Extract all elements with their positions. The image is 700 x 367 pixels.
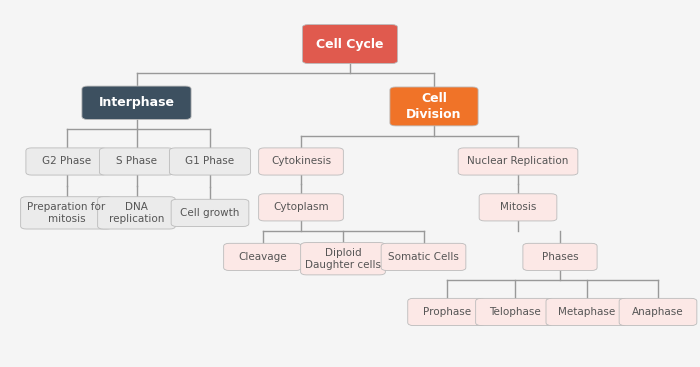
Text: Phases: Phases xyxy=(542,252,578,262)
FancyBboxPatch shape xyxy=(171,199,249,226)
Text: Metaphase: Metaphase xyxy=(558,307,615,317)
Text: Cytokinesis: Cytokinesis xyxy=(271,156,331,167)
FancyBboxPatch shape xyxy=(381,243,466,270)
FancyBboxPatch shape xyxy=(21,197,112,229)
Text: Mitosis: Mitosis xyxy=(500,202,536,212)
Text: DNA
replication: DNA replication xyxy=(108,201,164,224)
FancyBboxPatch shape xyxy=(523,243,597,270)
Text: Diploid
Daughter cells: Diploid Daughter cells xyxy=(305,247,381,270)
Text: Cleavage: Cleavage xyxy=(238,252,287,262)
FancyBboxPatch shape xyxy=(258,148,343,175)
FancyBboxPatch shape xyxy=(169,148,251,175)
Text: Nuclear Replication: Nuclear Replication xyxy=(468,156,568,167)
Text: Cell
Division: Cell Division xyxy=(406,92,462,121)
FancyBboxPatch shape xyxy=(224,243,302,270)
FancyBboxPatch shape xyxy=(99,148,174,175)
Text: Prophase: Prophase xyxy=(423,307,470,317)
FancyBboxPatch shape xyxy=(258,194,343,221)
Text: Anaphase: Anaphase xyxy=(632,307,684,317)
FancyBboxPatch shape xyxy=(26,148,107,175)
FancyBboxPatch shape xyxy=(98,197,175,229)
FancyBboxPatch shape xyxy=(82,86,191,120)
FancyBboxPatch shape xyxy=(390,87,478,126)
FancyBboxPatch shape xyxy=(619,298,696,326)
Text: Telophase: Telophase xyxy=(489,307,540,317)
FancyBboxPatch shape xyxy=(479,194,557,221)
FancyBboxPatch shape xyxy=(458,148,578,175)
Text: G2 Phase: G2 Phase xyxy=(42,156,91,167)
FancyBboxPatch shape xyxy=(407,298,486,326)
Text: Somatic Cells: Somatic Cells xyxy=(388,252,459,262)
Text: S Phase: S Phase xyxy=(116,156,157,167)
Text: Interphase: Interphase xyxy=(99,96,174,109)
Text: G1 Phase: G1 Phase xyxy=(186,156,234,167)
Text: Preparation for
mitosis: Preparation for mitosis xyxy=(27,201,106,224)
FancyBboxPatch shape xyxy=(476,298,553,326)
Text: Cell Cycle: Cell Cycle xyxy=(316,37,384,51)
FancyBboxPatch shape xyxy=(546,298,627,326)
FancyBboxPatch shape xyxy=(302,25,398,63)
FancyBboxPatch shape xyxy=(301,243,385,275)
Text: Cell growth: Cell growth xyxy=(181,208,239,218)
Text: Cytoplasm: Cytoplasm xyxy=(273,202,329,212)
